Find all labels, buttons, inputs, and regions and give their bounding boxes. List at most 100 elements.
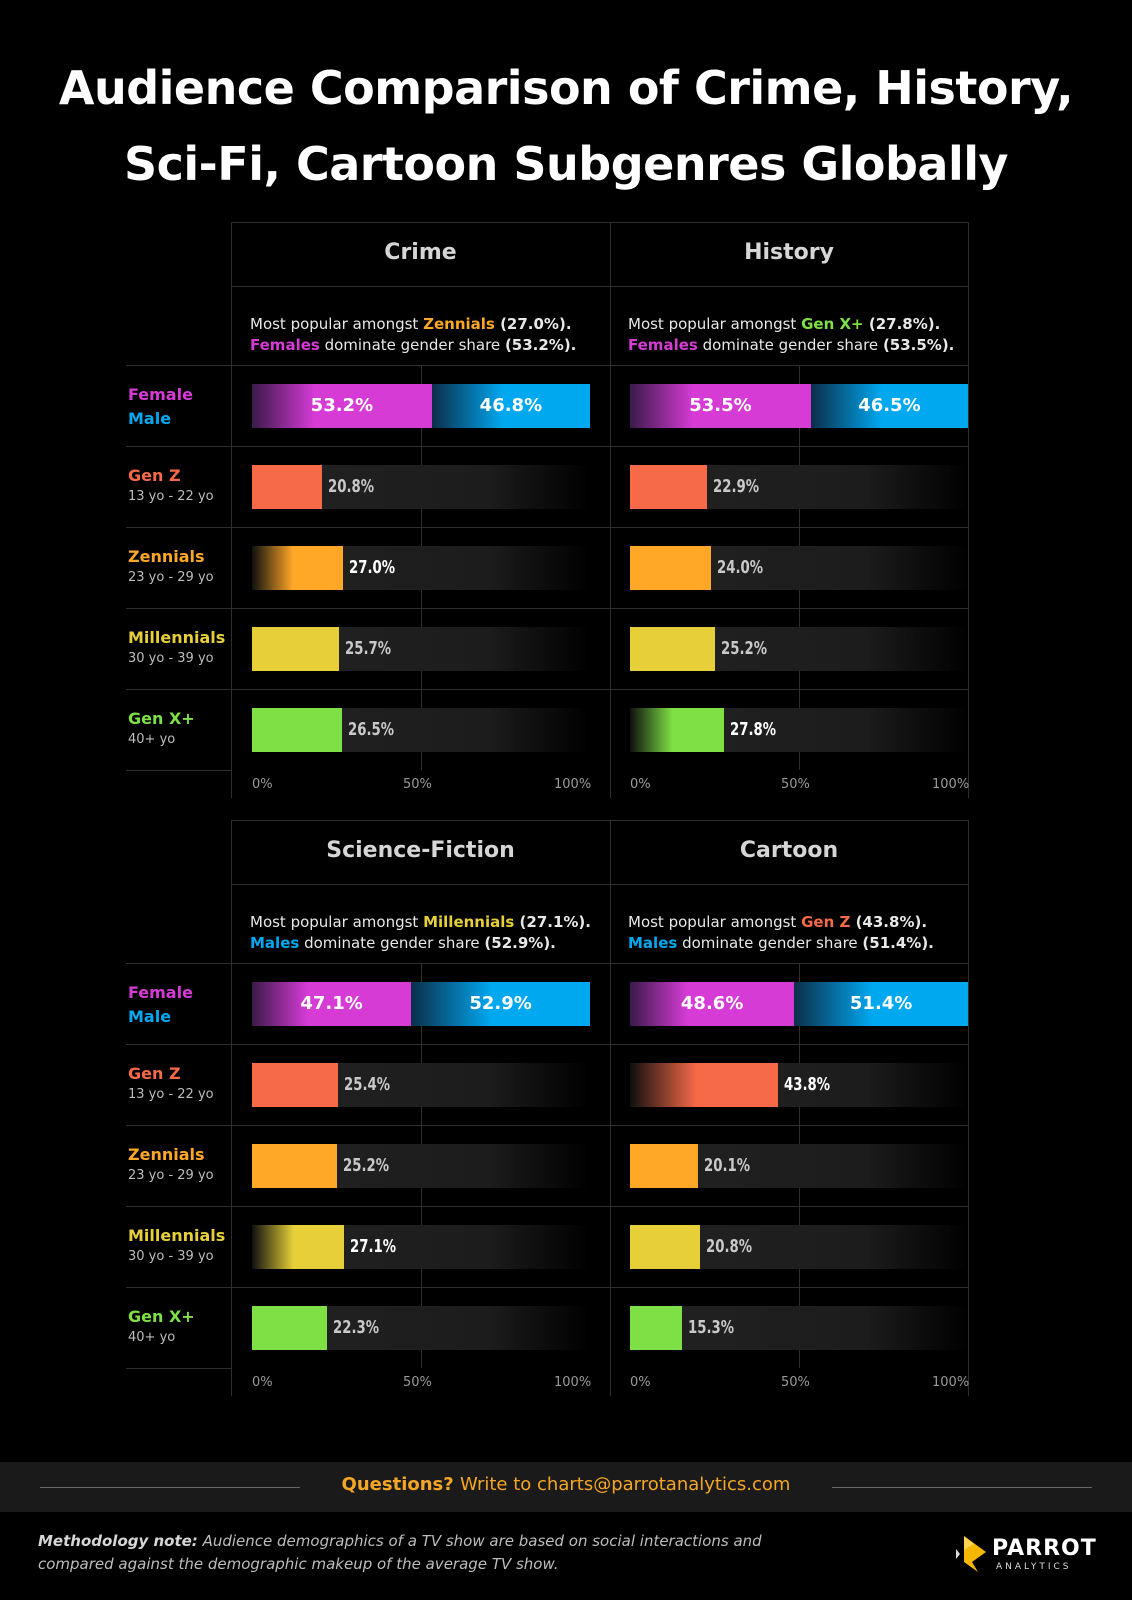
questions-banner: Questions? Write to charts@parrotanalyti… xyxy=(0,1462,1132,1512)
methodology-note: Methodology note: Audience demographics … xyxy=(38,1530,838,1576)
bar-science-fiction-gen_z xyxy=(252,1063,338,1107)
bottom-grid-line xyxy=(126,1368,231,1369)
methodology-text: Audience demographics of a TV show are b… xyxy=(38,1532,762,1573)
tick-label-cartoon: 50% xyxy=(781,1375,810,1390)
top-grid-line xyxy=(126,365,968,366)
bottom-sublabel-millennials: 30 yo - 39 yo xyxy=(128,1249,214,1264)
panel-crime-history: Female Male Gen Z 13 yo - 22 yo Zennials 23 y… xyxy=(0,222,1132,812)
top-grid-line xyxy=(231,286,968,287)
bottom-grid-line xyxy=(126,1044,231,1045)
bar-track-cartoon-gen_z: 43.8% xyxy=(630,1063,968,1107)
summary-dominant-gender: Females xyxy=(250,336,320,354)
bar-label-cartoon-zennials: 20.1% xyxy=(703,1155,751,1176)
bottom-grid-line xyxy=(126,1287,231,1288)
bottom-grid-line xyxy=(610,820,611,1396)
methodology-label: Methodology note: xyxy=(38,1532,198,1550)
female-bar: 53.2% xyxy=(252,384,432,428)
bar-track-cartoon-zennials: 20.1% xyxy=(630,1144,968,1188)
bottom-label-zennials: Zennials xyxy=(128,1145,205,1164)
top-label-zennials: Zennials xyxy=(128,547,205,566)
bottom-label-gen_z: Gen Z xyxy=(128,1064,181,1083)
summary-top-group: Gen X+ xyxy=(801,315,864,333)
tick-label-cartoon: 0% xyxy=(630,1375,651,1390)
summary-prefix: Most popular amongst xyxy=(250,913,424,931)
bottom-grid-line xyxy=(610,1044,968,1045)
contact-email[interactable]: Write to charts@parrotanalytics.com xyxy=(459,1474,791,1495)
top-label-gen_z: Gen Z xyxy=(128,466,181,485)
top-label-male: Male xyxy=(128,409,172,428)
bar-crime-zennials xyxy=(252,546,344,590)
bottom-grid-line xyxy=(231,1125,610,1126)
summary-line-1: Most popular amongst Gen Z (43.8%). xyxy=(628,912,978,933)
bar-label-cartoon-gen_x: 15.3% xyxy=(687,1317,734,1338)
top-grid-line xyxy=(610,689,968,690)
top-grid-line xyxy=(126,446,231,447)
bar-track-history-gen_x: 27.8% xyxy=(630,708,968,752)
summary-line-2: Females dominate gender share (53.5%). xyxy=(628,335,978,356)
top-grid-line xyxy=(231,527,610,528)
top-label-gen_x: Gen X+ xyxy=(128,709,195,728)
summary-line-1: Most popular amongst Gen X+ (27.8%). xyxy=(628,314,978,335)
male-bar: 51.4% xyxy=(794,982,968,1026)
parrot-logo: PARROT ANALYTICS xyxy=(952,1532,1102,1576)
bar-crime-gen_z xyxy=(252,465,323,509)
chart-summary-crime: Most popular amongst Zennials (27.0%). Fe… xyxy=(250,314,600,356)
bar-history-gen_z xyxy=(630,465,708,509)
questions-text: Questions? Write to charts@parrotanalyti… xyxy=(0,1474,1132,1495)
bar-track-science-fiction-millennials: 27.1% xyxy=(252,1225,590,1269)
top-sublabel-gen_x: 40+ yo xyxy=(128,732,176,747)
gender-bar-crime: 53.2% 46.8% xyxy=(252,384,590,428)
top-grid-line xyxy=(231,222,232,798)
bottom-label-gen_x: Gen X+ xyxy=(128,1307,195,1326)
bar-cartoon-millennials xyxy=(630,1225,701,1269)
tick-label-science-fiction: 100% xyxy=(554,1375,592,1390)
summary-line-1: Most popular amongst Millennials (27.1%)… xyxy=(250,912,600,933)
bottom-grid-line xyxy=(231,884,968,885)
tick-label-crime: 0% xyxy=(252,777,273,792)
summary-top-group: Zennials xyxy=(423,315,495,333)
bar-science-fiction-millennials xyxy=(252,1225,344,1269)
top-grid-line xyxy=(231,222,968,223)
bar-crime-gen_x xyxy=(252,708,342,752)
summary-dominant-gender: Males xyxy=(250,934,300,952)
summary-suffix: dominate gender share xyxy=(299,934,485,952)
top-sublabel-zennials: 23 yo - 29 yo xyxy=(128,570,214,585)
summary-line-2: Males dominate gender share (52.9%). xyxy=(250,933,600,954)
male-bar: 52.9% xyxy=(411,982,590,1026)
bottom-sublabel-gen_x: 40+ yo xyxy=(128,1330,176,1345)
tick-label-history: 100% xyxy=(932,777,970,792)
chart-title-cartoon: Cartoon xyxy=(739,838,839,863)
logo-name: PARROT xyxy=(992,1536,1097,1561)
bottom-grid-line xyxy=(126,1206,231,1207)
bottom-grid-line xyxy=(126,1125,231,1126)
tick-label-history: 0% xyxy=(630,777,651,792)
summary-prefix: Most popular amongst xyxy=(628,315,802,333)
summary-top-group: Millennials xyxy=(423,913,515,931)
top-grid-line xyxy=(126,770,231,771)
summary-dominant-gender: Females xyxy=(628,336,698,354)
title-line-2: Sci-Fi, Cartoon Subgenres Globally xyxy=(124,137,1008,191)
top-sublabel-gen_z: 13 yo - 22 yo xyxy=(128,489,214,504)
bar-track-crime-gen_z: 20.8% xyxy=(252,465,590,509)
bar-track-science-fiction-gen_z: 25.4% xyxy=(252,1063,590,1107)
bottom-grid-line xyxy=(610,1206,968,1207)
bar-label-history-zennials: 24.0% xyxy=(717,557,764,578)
summary-dominant-value: (51.4%). xyxy=(862,934,934,952)
summary-top-value: (27.0%). xyxy=(494,315,572,333)
top-grid-line xyxy=(968,222,969,798)
bar-label-cartoon-millennials: 20.8% xyxy=(706,1236,753,1257)
panel-scifi-cartoon: Female Male Gen Z 13 yo - 22 yo Zennials 23 y… xyxy=(0,820,1132,1410)
bar-science-fiction-gen_x xyxy=(252,1306,328,1350)
female-bar: 53.5% xyxy=(630,384,811,428)
top-grid-line xyxy=(610,527,968,528)
gender-bar-science-fiction: 47.1% 52.9% xyxy=(252,982,590,1026)
bar-label-crime-gen_z: 20.8% xyxy=(328,476,375,497)
top-grid-line xyxy=(231,608,610,609)
top-grid-line xyxy=(610,446,968,447)
top-label-female: Female xyxy=(128,385,193,404)
bar-crime-millennials xyxy=(252,627,339,671)
bottom-grid-line xyxy=(231,1206,610,1207)
top-sublabel-millennials: 30 yo - 39 yo xyxy=(128,651,214,666)
bar-track-history-millennials: 25.2% xyxy=(630,627,968,671)
bar-label-history-gen_z: 22.9% xyxy=(713,476,760,497)
